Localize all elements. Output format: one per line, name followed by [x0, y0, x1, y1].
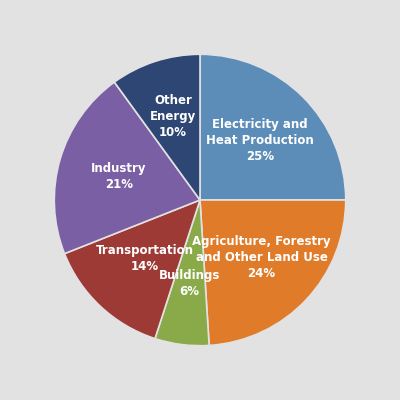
Text: Electricity and
Heat Production
25%: Electricity and Heat Production 25% [206, 118, 314, 163]
Wedge shape [200, 54, 346, 200]
Text: Industry
21%: Industry 21% [91, 162, 146, 191]
Text: Buildings
6%: Buildings 6% [159, 269, 220, 298]
Text: Transportation
14%: Transportation 14% [96, 244, 194, 273]
Text: Agriculture, Forestry
and Other Land Use
24%: Agriculture, Forestry and Other Land Use… [192, 235, 331, 280]
Wedge shape [114, 54, 200, 200]
Text: Other
Energy
10%: Other Energy 10% [150, 94, 196, 139]
Wedge shape [155, 200, 209, 346]
Wedge shape [200, 200, 346, 346]
Wedge shape [64, 200, 200, 338]
Wedge shape [54, 82, 200, 254]
